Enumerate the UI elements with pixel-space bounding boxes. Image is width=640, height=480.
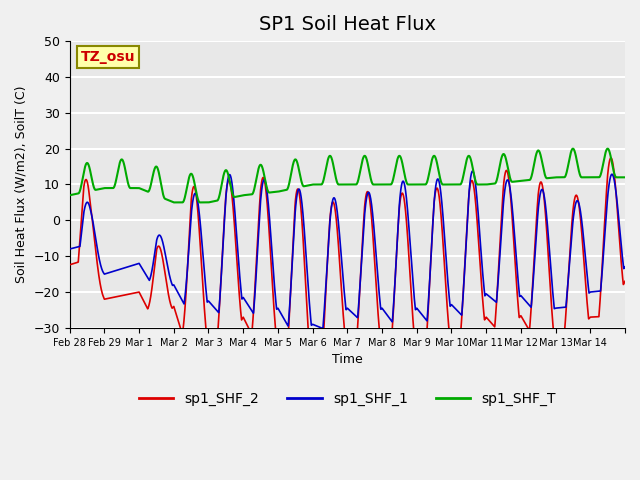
Title: SP1 Soil Heat Flux: SP1 Soil Heat Flux <box>259 15 436 34</box>
sp1_SHF_T <box>469 168 477 173</box>
sp1_SHF_T <box>621 174 629 180</box>
sp1_SHF_2 <box>604 168 612 174</box>
Line: sp1_SHF_2: sp1_SHF_2 <box>70 158 625 370</box>
sp1_SHF_2 <box>469 181 477 187</box>
sp1_SHF_1 <box>299 211 307 217</box>
sp1_SHF_2 <box>607 155 615 161</box>
sp1_SHF_T <box>300 183 307 189</box>
sp1_SHF_2 <box>621 278 629 284</box>
Line: sp1_SHF_1: sp1_SHF_1 <box>70 171 625 328</box>
Text: TZ_osu: TZ_osu <box>81 50 135 64</box>
sp1_SHF_2 <box>299 234 307 240</box>
sp1_SHF_2 <box>66 262 74 268</box>
sp1_SHF_T <box>604 146 611 152</box>
sp1_SHF_1 <box>604 189 612 194</box>
sp1_SHF_T <box>170 200 178 205</box>
sp1_SHF_T <box>604 146 612 152</box>
sp1_SHF_T <box>330 164 337 169</box>
Legend: sp1_SHF_2, sp1_SHF_1, sp1_SHF_T: sp1_SHF_2, sp1_SHF_1, sp1_SHF_T <box>133 386 561 412</box>
X-axis label: Time: Time <box>332 353 363 366</box>
sp1_SHF_2 <box>330 200 337 206</box>
sp1_SHF_1 <box>303 272 311 278</box>
sp1_SHF_1 <box>470 169 477 175</box>
sp1_SHF_T <box>66 192 74 198</box>
Y-axis label: Soil Heat Flux (W/m2), SoilT (C): Soil Heat Flux (W/m2), SoilT (C) <box>15 86 28 283</box>
sp1_SHF_2 <box>303 313 311 319</box>
sp1_SHF_1 <box>621 264 629 270</box>
sp1_SHF_T <box>304 183 312 189</box>
sp1_SHF_1 <box>319 325 326 331</box>
sp1_SHF_2 <box>317 367 325 373</box>
sp1_SHF_1 <box>468 168 476 174</box>
sp1_SHF_T <box>577 173 584 179</box>
sp1_SHF_2 <box>577 215 584 221</box>
Line: sp1_SHF_T: sp1_SHF_T <box>70 149 625 203</box>
sp1_SHF_1 <box>577 209 584 215</box>
sp1_SHF_1 <box>66 246 74 252</box>
sp1_SHF_1 <box>330 195 337 201</box>
